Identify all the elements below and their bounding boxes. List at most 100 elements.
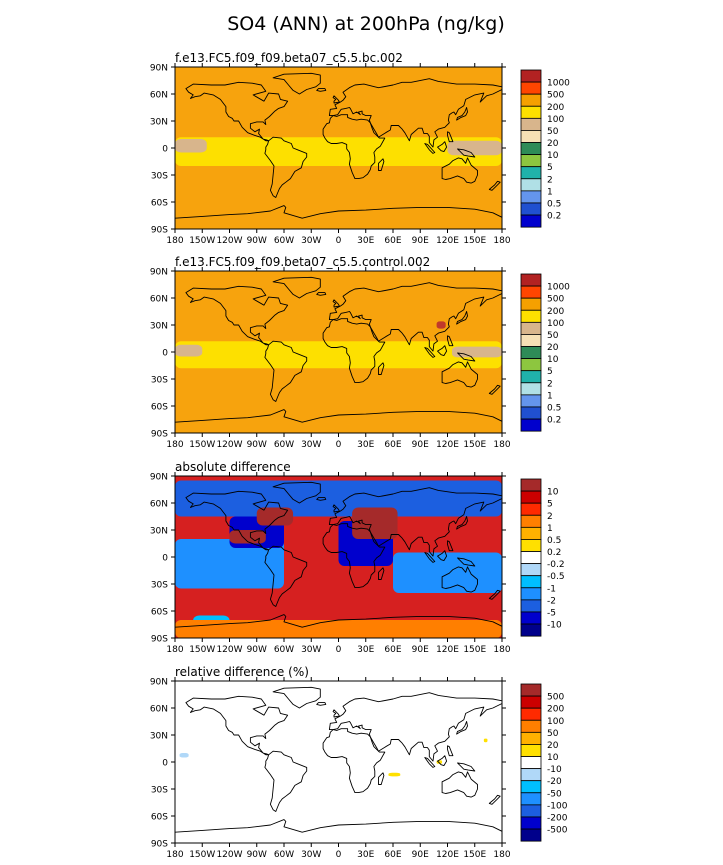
coastline-philippines	[447, 335, 454, 347]
lat-tick-label: 90S	[151, 226, 168, 236]
legend-level-label: 2	[547, 379, 553, 389]
legend-level-label: -0.2	[547, 560, 565, 570]
lat-tick-label: 60S	[151, 199, 168, 209]
lat-tick-label: 90S	[151, 635, 168, 645]
lon-tick-label: 30E	[357, 645, 374, 655]
lon-tick-label: 180	[166, 850, 183, 860]
legend-swatch	[520, 611, 542, 625]
legend-level-label: 2	[547, 512, 553, 522]
legend-swatch	[520, 297, 542, 311]
lat-tick-label: 90N	[150, 268, 168, 278]
lon-tick-label: 90E	[412, 645, 429, 655]
lat-tick-label: 60N	[150, 91, 168, 101]
legend-level-label: -200	[547, 813, 568, 823]
lat-tick-label: 90N	[150, 64, 168, 74]
lon-tick-label: 180	[166, 645, 183, 655]
coastline-north-america	[185, 490, 289, 551]
lon-tick-label: 90W	[247, 236, 267, 246]
coastline-new-guinea	[457, 148, 476, 158]
lon-tick-label: 30E	[357, 440, 374, 450]
legend-level-label: 20	[547, 343, 559, 353]
field-region	[175, 137, 502, 166]
field-region	[393, 552, 502, 593]
legend-level-label: 5	[547, 163, 553, 173]
legend-swatch	[520, 816, 542, 830]
legend-level-label: 0.5	[547, 199, 561, 209]
lat-tick-label: 0	[162, 145, 168, 155]
legend-swatch	[520, 117, 542, 131]
map-field	[175, 681, 502, 843]
lat-tick-label: 60S	[151, 403, 168, 413]
legend-level-label: 10	[547, 355, 559, 365]
lon-tick-label: 180	[166, 236, 183, 246]
legend-level-label: 10	[547, 151, 559, 161]
coastline-new-guinea	[457, 557, 476, 567]
legend-level-label: 500	[547, 91, 564, 101]
lat-tick-label: 0	[162, 759, 168, 769]
legend-swatch	[520, 780, 542, 794]
coastline-north-america	[185, 695, 289, 756]
field-region	[256, 507, 294, 526]
coastline-antarctica	[175, 614, 502, 638]
legend-level-label: 1	[547, 524, 553, 534]
field-region	[436, 321, 446, 329]
lat-tick-label: 60N	[150, 500, 168, 510]
legend-swatch	[520, 418, 542, 432]
legend-swatch	[520, 599, 542, 613]
lon-tick-label: 150W	[189, 850, 215, 860]
lon-tick-label: 180	[493, 850, 510, 860]
field-region	[175, 341, 502, 369]
legend-swatch	[520, 539, 542, 552]
lon-tick-label: 30W	[301, 850, 321, 860]
coastline-sumatra	[424, 757, 436, 768]
legend-swatch	[520, 719, 542, 733]
legend-level-label: 1000	[547, 283, 570, 293]
lat-tick-label: 60S	[151, 813, 168, 823]
legend-swatch	[520, 81, 542, 95]
coastline-japan	[456, 516, 468, 530]
panel-control: f.e13.FC5.f09_f09.beta07_c5.5.control.00…	[150, 255, 570, 450]
lon-tick-label: 120E	[436, 850, 459, 860]
coastline-philippines	[447, 745, 454, 757]
legend-swatch	[520, 309, 542, 323]
coastline-iceland	[316, 497, 327, 501]
legend-level-label: 500	[547, 693, 564, 703]
field-region	[175, 344, 203, 357]
panel-absdiff: absolute difference90N60N30N030S60S90S18…	[150, 460, 565, 655]
legend-swatch	[520, 575, 542, 589]
legend-swatch	[520, 563, 542, 577]
legend-swatch	[520, 526, 542, 540]
coastline-eurasia	[328, 78, 502, 148]
coastline-north-america	[185, 81, 289, 142]
coastline-great-britain	[332, 709, 340, 718]
legend-swatch	[520, 93, 542, 107]
legend-level-label: -100	[547, 801, 568, 811]
coastline-iceland	[316, 88, 327, 92]
lon-tick-label: 90E	[412, 440, 429, 450]
lon-tick-label: 120E	[436, 236, 459, 246]
panel-label: f.e13.FC5.f09_f09.beta07_c5.5.control.00…	[175, 255, 430, 269]
coastline-antarctica	[175, 409, 502, 433]
lat-tick-label: 30S	[151, 581, 168, 591]
coastline-eurasia	[328, 692, 502, 762]
lon-tick-label: 0	[336, 850, 342, 860]
legend-level-label: 100	[547, 115, 564, 125]
legend-absdiff: 10 5 2 1 0.5 0.2 -0.2 -0.5 -1 -2 -5 -10	[520, 478, 565, 637]
coastline-north-america	[185, 285, 289, 346]
legend-swatch	[520, 69, 542, 83]
lon-tick-label: 60W	[274, 645, 294, 655]
legend-level-label: 20	[547, 139, 559, 149]
legend-swatch	[520, 623, 542, 637]
panel-bc: f.e13.FC5.f09_f09.beta07_c5.5.bc.002 90N 6…	[150, 51, 570, 246]
legend-level-label: -2	[547, 596, 556, 606]
field-region	[388, 772, 401, 777]
coastline-borneo	[437, 345, 448, 357]
legend-level-label: 1000	[547, 79, 570, 89]
coastline-new-zealand	[488, 384, 501, 395]
legend-level-label: 0.5	[547, 536, 561, 546]
coastline-new-guinea	[457, 352, 476, 362]
legend-swatch	[520, 804, 542, 818]
legend-swatch	[520, 214, 542, 228]
coastline-australia	[441, 566, 478, 593]
legend-swatch	[520, 502, 542, 516]
